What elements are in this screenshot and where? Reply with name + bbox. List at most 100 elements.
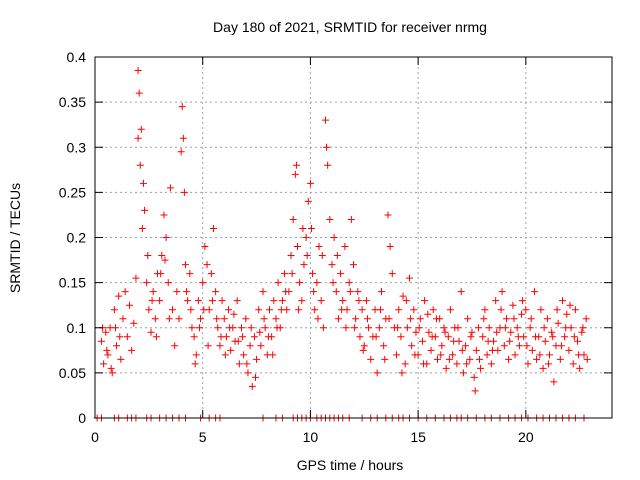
data-point [523, 342, 531, 350]
data-point [192, 351, 200, 359]
data-point [281, 270, 289, 278]
data-point [323, 143, 331, 151]
data-point [195, 324, 203, 332]
data-point [513, 324, 521, 332]
data-point [197, 315, 205, 323]
data-point [242, 315, 250, 323]
data-point [583, 355, 591, 363]
data-point [208, 297, 216, 305]
y-tick-label: 0.25 [59, 184, 86, 200]
data-point [388, 270, 396, 278]
data-point [530, 288, 538, 296]
data-point [175, 315, 183, 323]
data-point [292, 161, 300, 169]
data-point [137, 125, 145, 133]
data-point [332, 288, 340, 296]
data-point [326, 215, 334, 223]
data-point [509, 301, 517, 309]
data-point [102, 328, 110, 336]
data-point [178, 103, 186, 111]
y-axis-label: SRMTID / TECUs [7, 183, 23, 293]
data-point [532, 333, 540, 341]
data-point [527, 315, 535, 323]
data-point [437, 351, 445, 359]
data-point [446, 306, 454, 314]
data-point [346, 288, 354, 296]
x-tick-label: 20 [518, 429, 534, 445]
data-point [373, 369, 381, 377]
y-tick-label: 0.1 [67, 320, 87, 336]
data-point [237, 324, 245, 332]
data-point [321, 116, 329, 124]
x-axis-label: GPS time / hours [297, 457, 404, 473]
data-point [546, 351, 554, 359]
data-point [449, 351, 457, 359]
data-point [243, 360, 251, 368]
data-point [165, 315, 173, 323]
data-point [328, 261, 336, 269]
data-point [364, 315, 372, 323]
data-point [488, 346, 496, 354]
data-point [311, 306, 319, 314]
data-point [217, 333, 225, 341]
data-point [476, 355, 484, 363]
data-point [135, 89, 143, 97]
data-point [220, 315, 228, 323]
data-point [540, 324, 548, 332]
data-point [248, 382, 256, 390]
data-point [293, 243, 301, 251]
data-point [578, 328, 586, 336]
data-point [240, 351, 248, 359]
data-point [136, 161, 144, 169]
data-point [212, 288, 220, 296]
data-point [556, 355, 564, 363]
data-point [188, 324, 196, 332]
data-point [329, 279, 337, 287]
data-point [333, 252, 341, 260]
data-point [506, 337, 514, 345]
data-point [467, 333, 475, 341]
data-point [359, 346, 367, 354]
data-point [470, 373, 478, 381]
data-point [362, 297, 370, 305]
data-point [393, 351, 401, 359]
data-point [134, 134, 142, 142]
data-point [524, 360, 532, 368]
data-point [411, 351, 419, 359]
data-point [184, 297, 192, 305]
data-point [158, 252, 166, 260]
data-point [180, 188, 188, 196]
data-point [149, 288, 157, 296]
data-point [442, 364, 450, 372]
data-point [199, 279, 207, 287]
data-point [537, 306, 545, 314]
data-point [484, 337, 492, 345]
y-tick-label: 0.05 [59, 365, 86, 381]
data-point [515, 342, 523, 350]
data-point [481, 306, 489, 314]
data-point [207, 270, 215, 278]
x-tick-label: 0 [91, 429, 99, 445]
data-point [501, 324, 509, 332]
data-point [295, 306, 303, 314]
data-point [257, 342, 265, 350]
axis-ticks: 0 0.05 0.1 0.15 0.2 0.25 0.3 0.35 0.4 0 5 10 15 20 [59, 49, 612, 445]
data-point [441, 328, 449, 336]
data-point [151, 315, 159, 323]
data-point [138, 224, 146, 232]
data-point [445, 355, 453, 363]
data-point [365, 324, 373, 332]
data-point [274, 279, 282, 287]
data-point [453, 360, 461, 368]
data-point [272, 315, 280, 323]
data-point [474, 324, 482, 332]
data-point [125, 301, 133, 309]
data-point [115, 292, 123, 300]
data-point [330, 234, 338, 241]
data-point [278, 297, 286, 305]
data-point [570, 333, 578, 341]
data-point [315, 243, 323, 251]
data-point [177, 148, 185, 156]
data-point [307, 224, 315, 232]
data-point [287, 252, 295, 260]
